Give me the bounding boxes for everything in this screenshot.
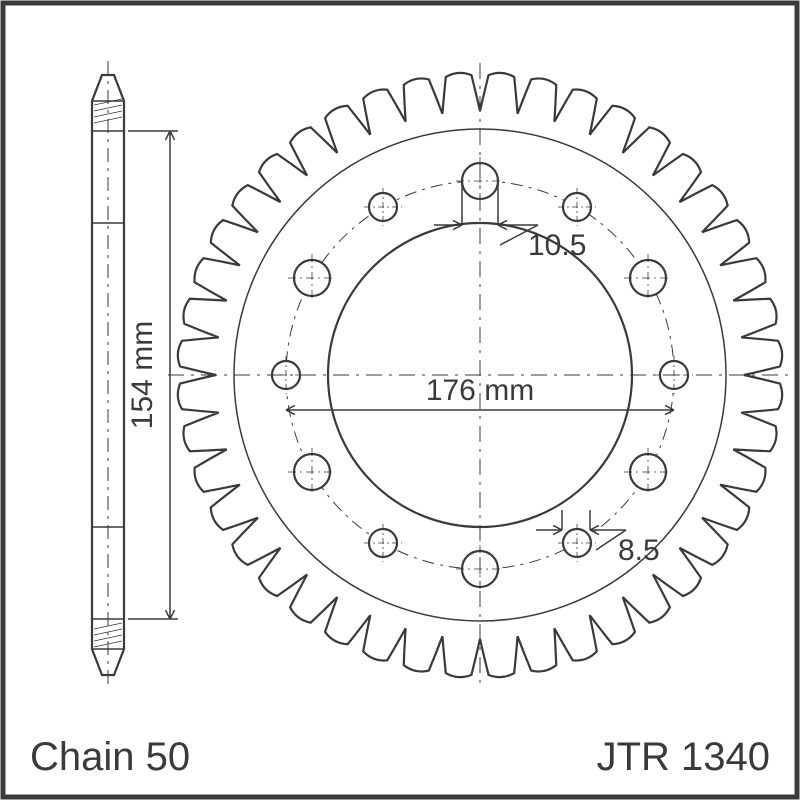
dim-label-10-5: 10.5 (528, 229, 586, 262)
dim-label-8-5: 8.5 (618, 534, 660, 567)
dim-label-154: 154 mm (126, 321, 159, 429)
dim-label-176: 176 mm (426, 374, 534, 407)
chain-label: Chain 50 (30, 735, 190, 779)
technical-drawing: 154 mm 176 mm 10.5 8.5 Chain 50 JTR 1340 (0, 0, 800, 800)
part-number-label: JTR 1340 (597, 735, 770, 779)
